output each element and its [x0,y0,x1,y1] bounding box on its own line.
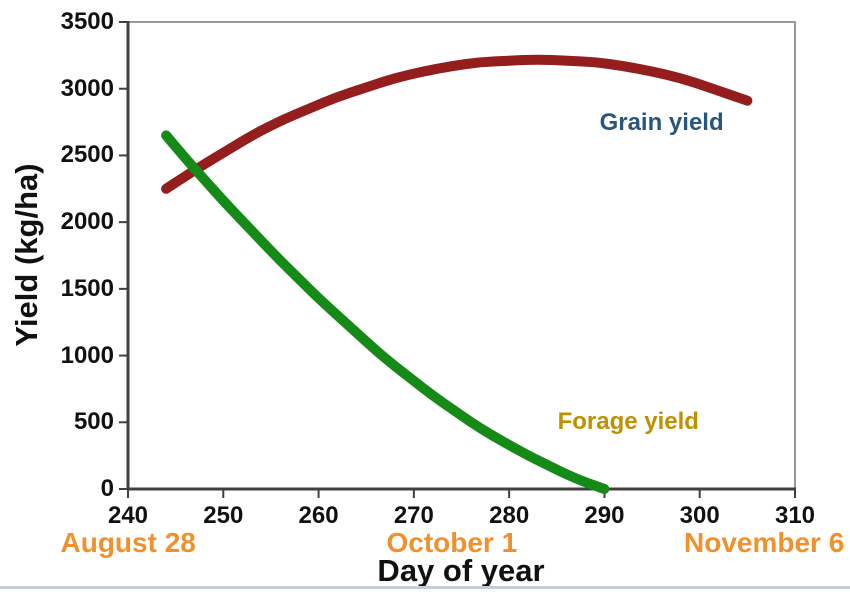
y-tick-label-2500: 2500 [60,141,114,169]
y-tick-label-500: 500 [73,408,114,436]
y-tick-label-3000: 3000 [60,74,114,102]
x-tick-label-300: 300 [679,502,720,529]
date-annotation-october-1: October 1 [386,527,518,558]
x-tick-label-310: 310 [774,502,816,529]
series-label-grain-yield: Grain yield [599,109,724,137]
x-tick-label-250: 250 [203,502,244,529]
y-tick-label-2000: 2000 [60,208,114,236]
series-label-forage-yield: Forage yield [557,408,699,436]
y-tick-label-1500: 1500 [60,274,114,302]
x-tick-label-260: 260 [298,502,339,529]
date-annotation-november-6: November 6 [684,527,845,558]
x-tick-label-280: 280 [489,502,530,529]
curve-forage-yield [161,130,610,494]
x-tick-label-290: 290 [584,502,625,529]
x-axis-title: Day of year [377,553,545,588]
slide-bottom-edge [0,586,850,589]
curve-grain-yield [161,54,753,194]
x-tick-label-240: 240 [107,502,149,529]
date-annotation-august-28: August 28 [60,527,196,558]
x-tick-label-270: 270 [393,502,434,529]
y-tick-label-1000: 1000 [60,341,114,369]
y-tick-label-3500: 3500 [60,8,114,35]
y-axis-title: Yield (kg/ha) [9,163,44,347]
y-tick-label-0: 0 [100,475,114,502]
